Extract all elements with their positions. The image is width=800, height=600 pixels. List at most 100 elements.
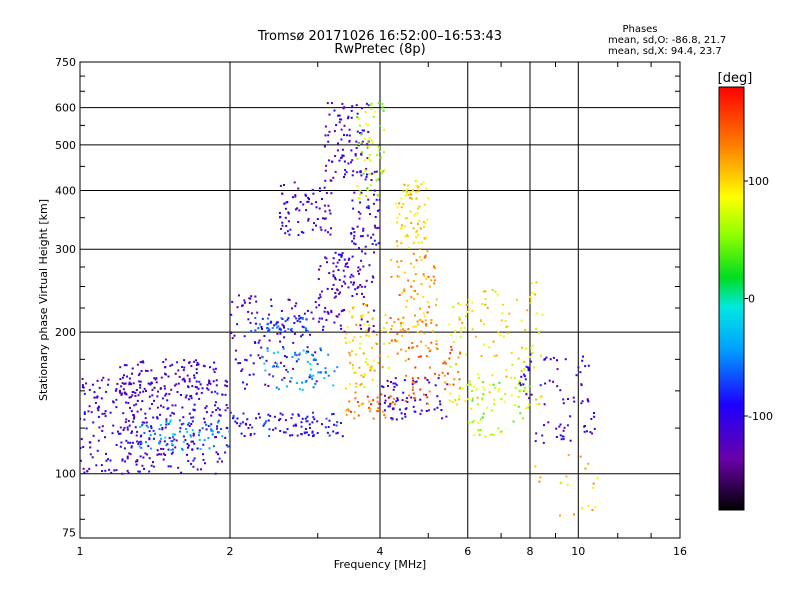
scatter-point: [369, 369, 372, 372]
scatter-point: [171, 363, 174, 366]
scatter-point: [220, 428, 223, 430]
scatter-point: [482, 393, 485, 396]
scatter-point: [119, 426, 122, 429]
scatter-point: [432, 275, 435, 278]
scatter-point: [345, 171, 348, 174]
scatter-point: [392, 401, 394, 404]
scatter-point: [380, 330, 383, 332]
scatter-point: [326, 287, 329, 290]
scatter-point: [411, 380, 414, 383]
scatter-point: [307, 196, 310, 199]
scatter-point: [306, 309, 309, 312]
scatter-point: [404, 234, 407, 237]
scatter-point: [521, 346, 523, 349]
y-tick-label: 75: [62, 526, 76, 539]
scatter-point: [273, 415, 276, 418]
scatter-point: [357, 270, 360, 273]
scatter-point: [400, 260, 403, 263]
scatter-point: [326, 102, 329, 105]
scatter-point: [121, 382, 124, 385]
scatter-point: [405, 305, 408, 308]
scatter-point: [346, 134, 349, 137]
scatter-point: [87, 410, 90, 413]
scatter-point: [188, 380, 191, 383]
scatter-point: [274, 361, 277, 364]
scatter-point: [328, 434, 331, 437]
scatter-point: [328, 272, 331, 275]
scatter-point: [131, 430, 133, 433]
scatter-point: [158, 428, 161, 431]
scatter-point: [260, 346, 263, 349]
x-tick-label: 2: [227, 545, 234, 558]
scatter-point: [360, 259, 363, 262]
scatter-point: [559, 423, 562, 426]
scatter-point: [543, 424, 545, 427]
scatter-point: [347, 117, 349, 120]
scatter-point: [412, 325, 415, 328]
scatter-point: [384, 416, 387, 419]
scatter-point: [114, 389, 117, 392]
scatter-point: [535, 432, 538, 435]
scatter-point: [388, 342, 391, 344]
scatter-point: [295, 354, 298, 357]
scatter-point: [352, 364, 354, 367]
scatter-point: [85, 382, 88, 385]
scatter-point: [420, 258, 423, 261]
scatter-point: [162, 452, 165, 455]
scatter-point: [165, 418, 168, 421]
scatter-point: [399, 408, 401, 411]
scatter-point: [338, 121, 341, 124]
scatter-point: [392, 407, 395, 410]
scatter-point: [416, 180, 418, 183]
scatter-point: [249, 354, 252, 357]
scatter-point: [470, 407, 473, 410]
scatter-point: [351, 255, 354, 258]
scatter-point: [214, 367, 217, 370]
scatter-point: [316, 432, 319, 434]
scatter-point: [203, 421, 206, 424]
scatter-point: [313, 418, 316, 421]
scatter-point: [370, 236, 373, 239]
scatter-point: [230, 313, 233, 316]
scatter-point: [102, 376, 105, 379]
scatter-point: [424, 319, 427, 322]
scatter-point: [556, 368, 559, 371]
scatter-point: [368, 400, 371, 403]
scatter-point: [480, 318, 483, 321]
scatter-point: [543, 403, 546, 406]
scatter-point: [422, 221, 425, 223]
scatter-point: [499, 431, 502, 433]
scatter-point: [377, 362, 380, 364]
scatter-point: [510, 394, 513, 397]
scatter-point: [279, 430, 282, 432]
scatter-point: [437, 377, 440, 380]
scatter-point: [376, 177, 379, 180]
scatter-point: [156, 449, 159, 452]
scatter-point: [406, 190, 408, 193]
scatter-point: [407, 358, 410, 361]
scatter-point: [353, 417, 356, 420]
scatter-point: [593, 415, 596, 418]
scatter-point: [300, 433, 303, 436]
scatter-point: [420, 283, 423, 286]
scatter-point: [356, 157, 359, 160]
scatter-point: [255, 322, 257, 325]
scatter-point: [276, 332, 279, 335]
scatter-point: [327, 374, 330, 377]
scatter-point: [267, 317, 269, 320]
scatter-point: [451, 400, 454, 403]
scatter-point: [371, 142, 374, 145]
scatter-point: [126, 455, 129, 458]
scatter-point: [162, 448, 165, 450]
scatter-point: [177, 382, 180, 385]
scatter-point: [343, 160, 346, 163]
scatter-point: [121, 472, 124, 475]
scatter-point: [192, 434, 195, 437]
scatter-point: [359, 384, 362, 387]
scatter-point: [171, 404, 174, 407]
scatter-point: [283, 431, 285, 434]
scatter-point: [186, 453, 188, 456]
scatter-point: [402, 321, 404, 324]
scatter-point: [352, 314, 355, 317]
scatter-point: [466, 383, 469, 386]
